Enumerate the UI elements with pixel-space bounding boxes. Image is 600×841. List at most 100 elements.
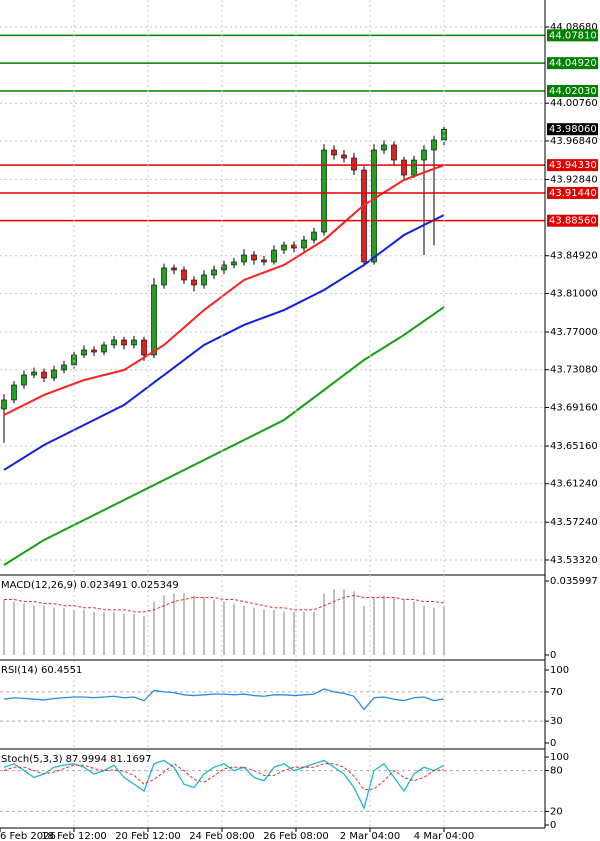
x-tick-label: 26 Feb 08:00	[263, 831, 329, 841]
macd-bar	[283, 611, 285, 655]
candle-body	[391, 144, 397, 161]
candle-body	[191, 279, 197, 286]
level-label: 44.04920	[549, 58, 597, 69]
macd-bar	[193, 595, 195, 655]
candle-body	[321, 149, 327, 233]
candle-body	[51, 369, 57, 379]
candle-body	[11, 384, 17, 401]
candle-body	[201, 274, 207, 286]
candle-body	[91, 349, 97, 353]
macd-bar	[213, 599, 215, 655]
macd-bar	[433, 607, 435, 655]
y-tick-label: 43.57240	[550, 517, 598, 528]
macd-bar	[353, 591, 355, 655]
candle-body	[21, 374, 27, 386]
macd-bar	[323, 593, 325, 655]
y-tick-label: 0	[550, 738, 556, 749]
candle-body	[31, 371, 37, 376]
candle-body	[401, 159, 407, 176]
candle-body	[441, 128, 447, 141]
candle-body	[141, 339, 147, 356]
macd-bar	[343, 589, 345, 655]
candle-body	[381, 144, 387, 151]
candle-body	[261, 259, 267, 263]
candle-body	[171, 267, 177, 271]
macd-bar	[223, 601, 225, 655]
y-tick-label: 43.77000	[550, 327, 598, 338]
macd-bar	[143, 615, 145, 655]
y-tick-label: 44.08680	[550, 22, 598, 33]
candle-body	[311, 231, 317, 241]
y-tick-label: 43.53320	[550, 555, 598, 566]
macd-bar	[443, 606, 445, 655]
level-label-box	[547, 57, 598, 70]
y-tick-label: 43.73080	[550, 365, 598, 376]
level-label-box	[547, 159, 598, 172]
moving-average	[3, 164, 445, 416]
candle-body	[81, 349, 87, 356]
candle-body	[161, 267, 167, 286]
macd-bar	[293, 611, 295, 655]
macd-bar	[373, 597, 375, 655]
candle-body	[151, 284, 157, 356]
macd-bar	[233, 603, 235, 655]
macd-bar	[33, 605, 35, 655]
level-label-box	[547, 84, 598, 97]
y-tick-label: 100	[550, 665, 569, 676]
macd-bar	[173, 593, 175, 655]
candle-body	[281, 244, 287, 251]
candle-body	[221, 264, 227, 271]
level-label: 43.88560	[549, 216, 597, 227]
macd-bar	[43, 605, 45, 655]
macd-bar	[113, 611, 115, 655]
indicator-title: Stoch(5,3,3) 87.9994 81.1697	[1, 754, 152, 765]
stoch-signal	[3, 763, 445, 791]
level-label-box	[547, 29, 598, 42]
y-tick-label: 0.035997	[550, 576, 598, 587]
macd-bar	[103, 611, 105, 655]
macd-bar	[53, 607, 55, 655]
rsi-line	[3, 688, 445, 711]
candle-body	[1, 399, 7, 410]
x-tick-label: 2 Mar 04:00	[340, 831, 400, 841]
macd-bar	[3, 599, 5, 655]
level-label-box	[547, 186, 598, 199]
y-tick-label: 70	[550, 687, 563, 698]
y-tick-label: 100	[550, 752, 569, 763]
moving-average	[3, 306, 445, 566]
indicator-title: MACD(12,26,9) 0.023491 0.025349	[1, 580, 179, 591]
macd-bar	[153, 601, 155, 655]
macd-bar	[83, 609, 85, 655]
level-label-box	[547, 214, 598, 227]
candle-body	[411, 159, 417, 176]
y-tick-label: 43.92840	[550, 174, 598, 185]
candle-body	[41, 371, 47, 379]
candle-body	[61, 364, 67, 371]
macd-bar	[93, 611, 95, 655]
candle-body	[301, 239, 307, 249]
macd-bar	[243, 605, 245, 655]
macd-bar	[73, 609, 75, 655]
macd-bar	[63, 607, 65, 655]
y-tick-label: 20	[550, 806, 563, 817]
macd-bar	[23, 603, 25, 655]
x-tick-label: 20 Feb 12:00	[115, 831, 181, 841]
y-tick-label: 0	[550, 650, 556, 661]
candle-body	[231, 261, 237, 266]
macd-bar	[313, 611, 315, 655]
candle-body	[101, 344, 107, 353]
candle-body	[351, 157, 357, 171]
macd-bar	[303, 611, 305, 655]
candle-body	[121, 339, 127, 346]
y-tick-label: 43.96840	[550, 136, 598, 147]
candle-body	[271, 249, 277, 263]
macd-bar	[413, 601, 415, 655]
macd-bar	[253, 607, 255, 655]
y-tick-label: 43.69160	[550, 402, 598, 413]
current-price-label: 43.98060	[549, 124, 597, 135]
candle-body	[241, 254, 247, 263]
macd-bar	[383, 595, 385, 655]
candle-body	[251, 254, 257, 261]
candle-body	[421, 149, 427, 161]
